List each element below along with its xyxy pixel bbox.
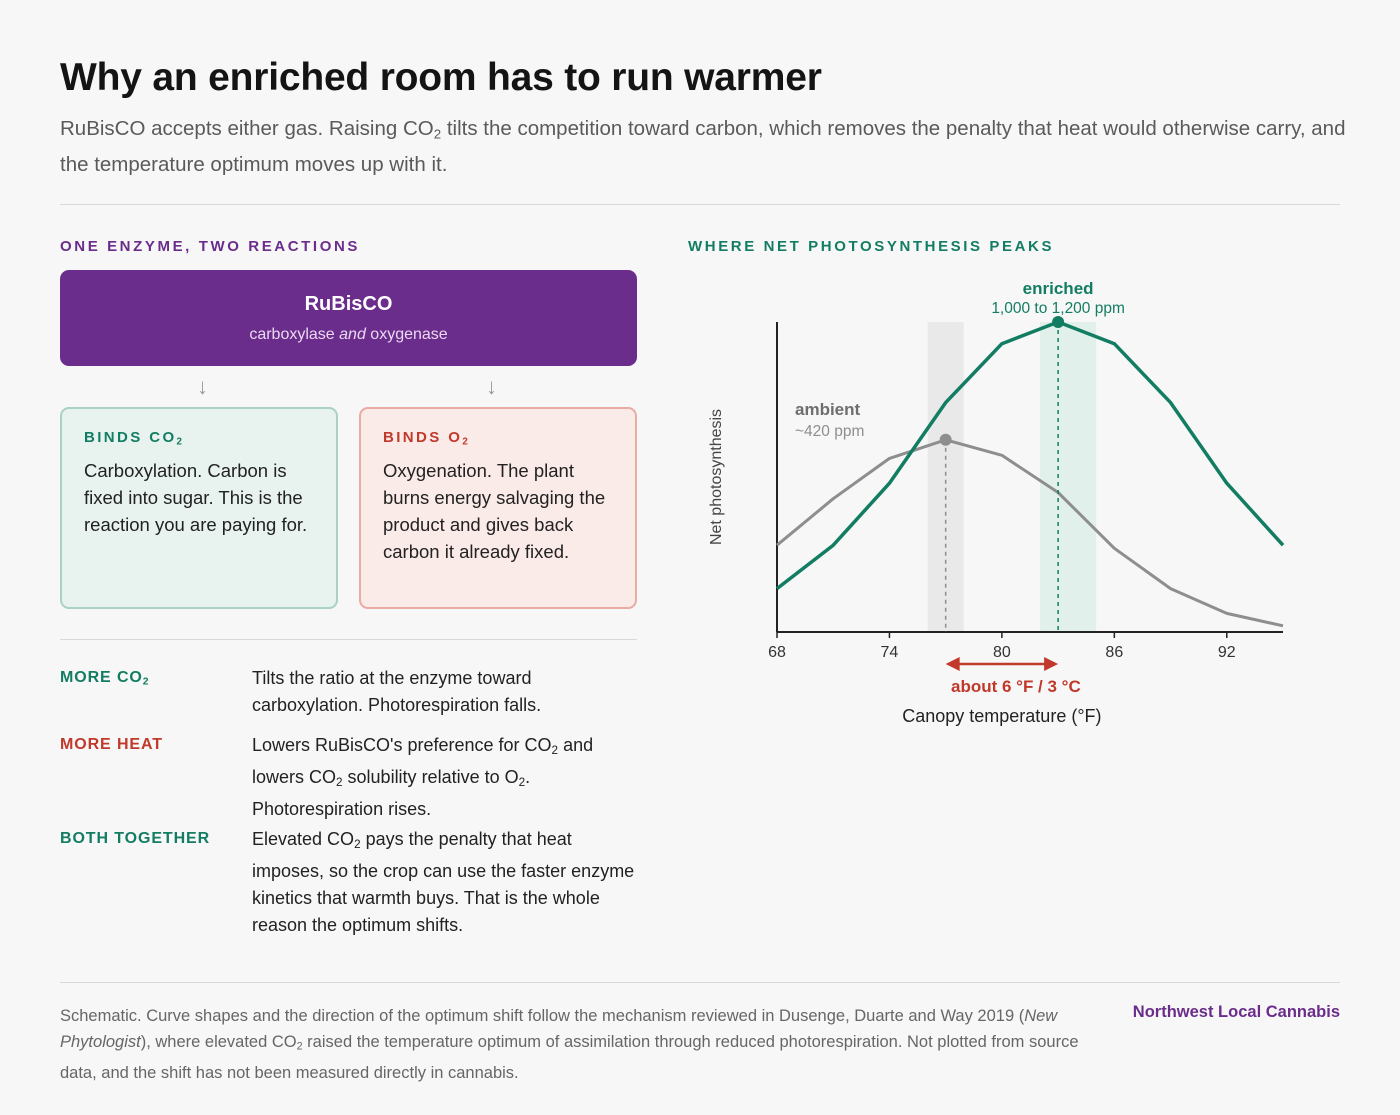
ambient-peak-point bbox=[939, 433, 952, 446]
x-tick-label: 92 bbox=[1218, 644, 1236, 661]
photosynthesis-chart: 68 74 80 86 92 Net photosynthesis Canopy tempe… bbox=[708, 280, 1285, 726]
top-divider bbox=[60, 204, 1340, 205]
rubisco-subtitle: carboxylase and oxygenase bbox=[249, 326, 448, 343]
binds-o2-box: BINDS O2 Oxygenation. The plant burns en… bbox=[359, 407, 637, 609]
effect-key: MORE CO2 bbox=[60, 669, 150, 688]
x-tick-label: 80 bbox=[993, 644, 1011, 661]
x-tick-label: 74 bbox=[881, 644, 899, 661]
rubisco-name: RuBisCO bbox=[304, 293, 393, 315]
x-axis-label: Canopy temperature (°F) bbox=[902, 706, 1101, 726]
page-subtitle: RuBisCO accepts either gas. Raising CO2 … bbox=[60, 117, 1346, 177]
arrow-down-left-icon: ↓ bbox=[197, 374, 208, 399]
enriched-note: 1,000 to 1,200 ppm bbox=[991, 300, 1125, 317]
footnote: Schematic. Curve shapes and the directio… bbox=[60, 1007, 1079, 1082]
shift-arrow-right-head bbox=[1044, 657, 1059, 671]
right-kicker: WHERE NET PHOTOSYNTHESIS PEAKS bbox=[688, 238, 1055, 255]
binds-co2-text: Carboxylation. Carbon is fixed into suga… bbox=[84, 460, 308, 536]
effect-key: BOTH TOGETHER bbox=[60, 830, 211, 847]
shift-arrow-left-head bbox=[945, 657, 960, 671]
ambient-label: ambient bbox=[795, 400, 861, 419]
left-kicker: ONE ENZYME, TWO REACTIONS bbox=[60, 238, 361, 255]
page-title: Why an enriched room has to run warmer bbox=[60, 56, 822, 99]
binds-co2-heading: BINDS CO2 bbox=[84, 429, 185, 448]
middle-divider bbox=[60, 639, 637, 640]
binds-o2-text: Oxygenation. The plant burns energy salv… bbox=[383, 460, 606, 563]
binds-o2-heading: BINDS O2 bbox=[383, 429, 471, 448]
x-tick-label: 68 bbox=[768, 644, 786, 661]
arrow-down-right-icon: ↓ bbox=[486, 374, 497, 399]
enriched-optimum-band bbox=[1040, 322, 1097, 632]
shift-annotation-label: about 6 °F / 3 °C bbox=[951, 677, 1081, 696]
effect-text: Elevated CO2 pays the penalty that heat … bbox=[252, 829, 635, 935]
ambient-optimum-band bbox=[927, 322, 964, 632]
x-tick-label: 86 bbox=[1105, 644, 1123, 661]
enriched-peak-point bbox=[1052, 316, 1065, 328]
effect-key: MORE HEAT bbox=[60, 736, 163, 753]
bottom-divider bbox=[60, 982, 1340, 983]
effect-text: Lowers RuBisCO's preference for CO2 and … bbox=[252, 735, 594, 819]
enriched-label: enriched bbox=[1023, 280, 1094, 298]
ambient-curve bbox=[776, 438, 1284, 628]
rubisco-box: RuBisCO carboxylase and oxygenase bbox=[60, 270, 637, 366]
enriched-curve bbox=[775, 320, 1285, 590]
brand-name: Northwest Local Cannabis bbox=[1132, 1003, 1340, 1021]
binds-co2-box: BINDS CO2 Carboxylation. Carbon is fixed… bbox=[60, 407, 338, 609]
effect-text: Tilts the ratio at the enzyme toward car… bbox=[252, 668, 542, 715]
y-axis-label: Net photosynthesis bbox=[708, 409, 725, 545]
ambient-note: ~420 ppm bbox=[795, 423, 864, 440]
